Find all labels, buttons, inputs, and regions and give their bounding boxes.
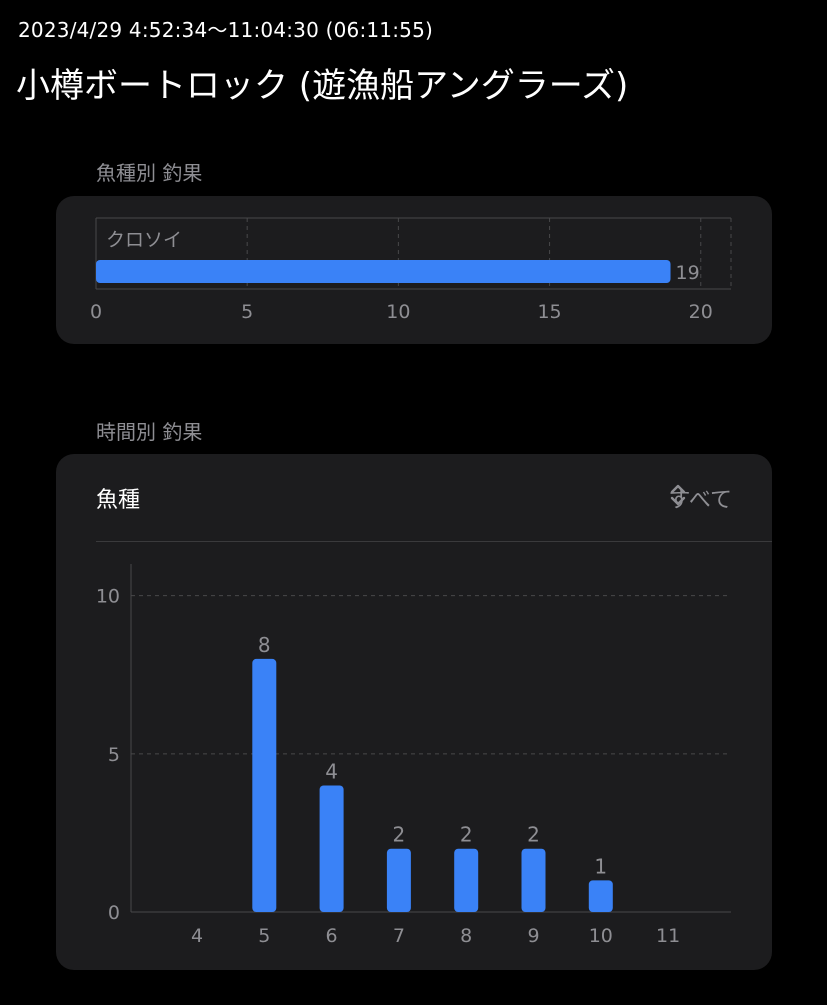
hourly-bar-chart: 0 5 10 4 8 5 4 6 2 7 2 8 2 9 1 10 11: [96, 564, 731, 947]
hourly-bar: [252, 658, 277, 912]
species-filter-label: 魚種: [96, 488, 141, 513]
chevron-up-down-icon: [671, 484, 686, 506]
hourly-bar-value-label: 2: [460, 823, 473, 847]
hourly-bar-value-label: 4: [325, 759, 338, 783]
species-x-tick-label: 10: [386, 301, 410, 323]
hourly-y-tick-label: 10: [96, 586, 120, 608]
hourly-x-tick-label: 7: [393, 925, 405, 947]
hourly-bar-value-label: 8: [258, 633, 271, 657]
hourly-bar-value-label: 2: [527, 823, 540, 847]
species-x-tick-label: 5: [241, 301, 253, 323]
species-x-tick-label: 15: [537, 301, 561, 323]
hourly-x-tick-label: 9: [527, 925, 539, 947]
hourly-x-tick-label: 5: [258, 925, 270, 947]
hourly-bar: [386, 848, 411, 912]
hourly-x-tick-label: 4: [191, 925, 203, 947]
page-title: 小樽ボートロック (遊漁船アングラーズ): [16, 66, 629, 106]
session-time-range: 2023/4/29 4:52:34〜11:04:30 (06:11:55): [18, 18, 434, 42]
species-bar-chart: 0 5 10 15 20 クロソイ 19: [90, 217, 732, 323]
species-catch-card: 0 5 10 15 20 クロソイ 19: [56, 196, 772, 344]
hourly-bar-value-label: 2: [393, 823, 406, 847]
hourly-bar: [319, 785, 344, 912]
species-section-label: 魚種別 釣果: [96, 161, 203, 185]
hourly-y-tick-label: 0: [108, 902, 120, 924]
hourly-bar: [521, 848, 546, 912]
hourly-x-tick-label: 10: [589, 925, 613, 947]
hourly-bar: [588, 880, 613, 912]
hourly-y-tick-label: 5: [108, 744, 120, 766]
hourly-bar-value-label: 1: [594, 854, 607, 878]
hourly-x-tick-label: 8: [460, 925, 472, 947]
species-x-tick-label: 0: [90, 301, 102, 323]
species-filter-row: 魚種 すべて: [96, 454, 772, 542]
hourly-x-tick-label: 6: [326, 925, 338, 947]
hourly-bar: [454, 848, 479, 912]
species-filter-selector[interactable]: すべて: [668, 482, 732, 514]
species-bar: [96, 260, 671, 283]
species-bar-value-label: 19: [676, 262, 700, 284]
hourly-catch-card: 魚種 すべて 0 5 10 4 8 5 4 6 2 7 2 8 2 9 1 10 11: [56, 454, 772, 970]
hourly-x-tick-label: 11: [656, 925, 680, 947]
species-category-label: クロソイ: [106, 229, 182, 251]
species-filter-value: すべて: [668, 488, 732, 513]
hourly-section-label: 時間別 釣果: [96, 420, 203, 444]
species-x-tick-label: 20: [689, 301, 713, 323]
